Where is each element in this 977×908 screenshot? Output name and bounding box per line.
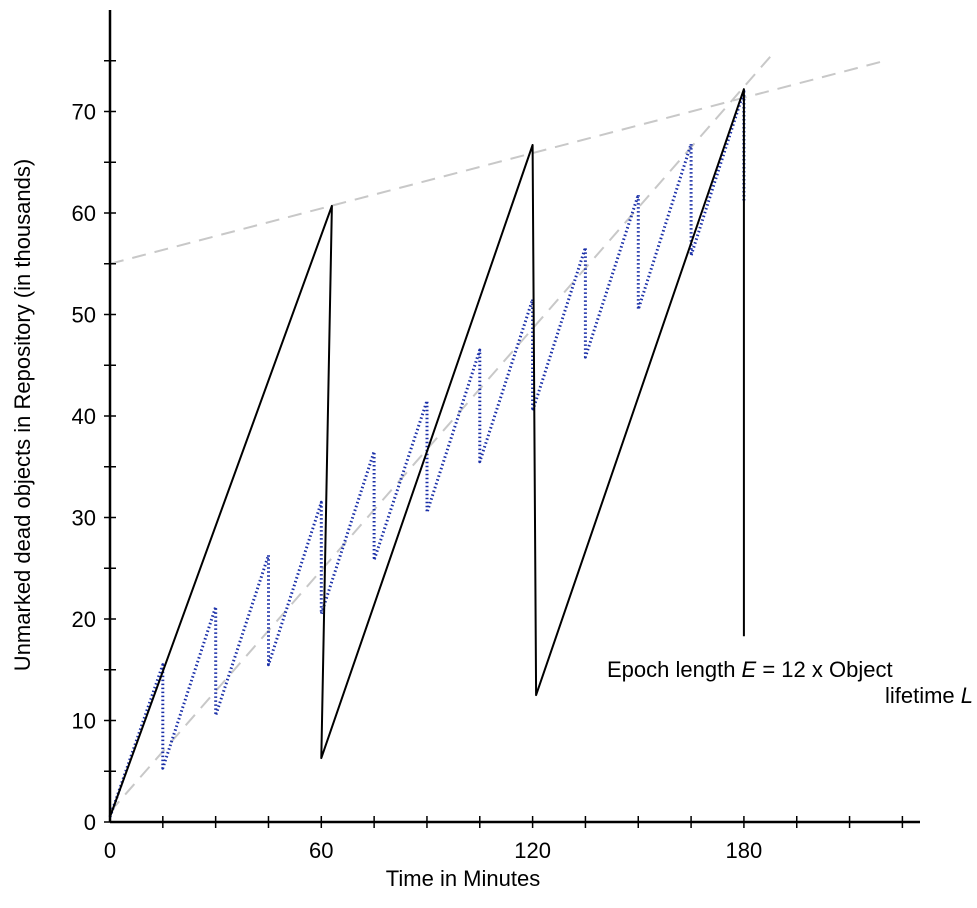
series-layer (108, 49, 886, 818)
x-tick-label: 60 (309, 838, 333, 863)
y-tick-label: 50 (72, 303, 96, 328)
series-line-0 (109, 88, 745, 818)
y-tick-label: 20 (72, 607, 96, 632)
series-line-3 (109, 49, 777, 813)
annotation-line-1: Epoch length E = 12 x Object (607, 657, 893, 682)
y-tick-label: 40 (72, 404, 96, 429)
y-axis-label: Unmarked dead objects in Repository (in … (10, 159, 35, 671)
y-tick-label: 30 (72, 506, 96, 531)
x-tick-label: 120 (514, 838, 551, 863)
x-tick-label: 180 (726, 838, 763, 863)
annotation-line-2: lifetime L (885, 683, 973, 708)
y-tick-label: 0 (84, 810, 96, 835)
tick-layer: 0 10 20 30 40 50 60 70 0 60 120 180 (72, 60, 904, 863)
series-line-2 (109, 59, 886, 265)
x-tick-label: 0 (104, 838, 116, 863)
y-tick-label: 60 (72, 201, 96, 226)
y-tick-label: 70 (72, 100, 96, 125)
x-axis-label: Time in Minutes (386, 866, 540, 891)
y-tick-label: 10 (72, 709, 96, 734)
